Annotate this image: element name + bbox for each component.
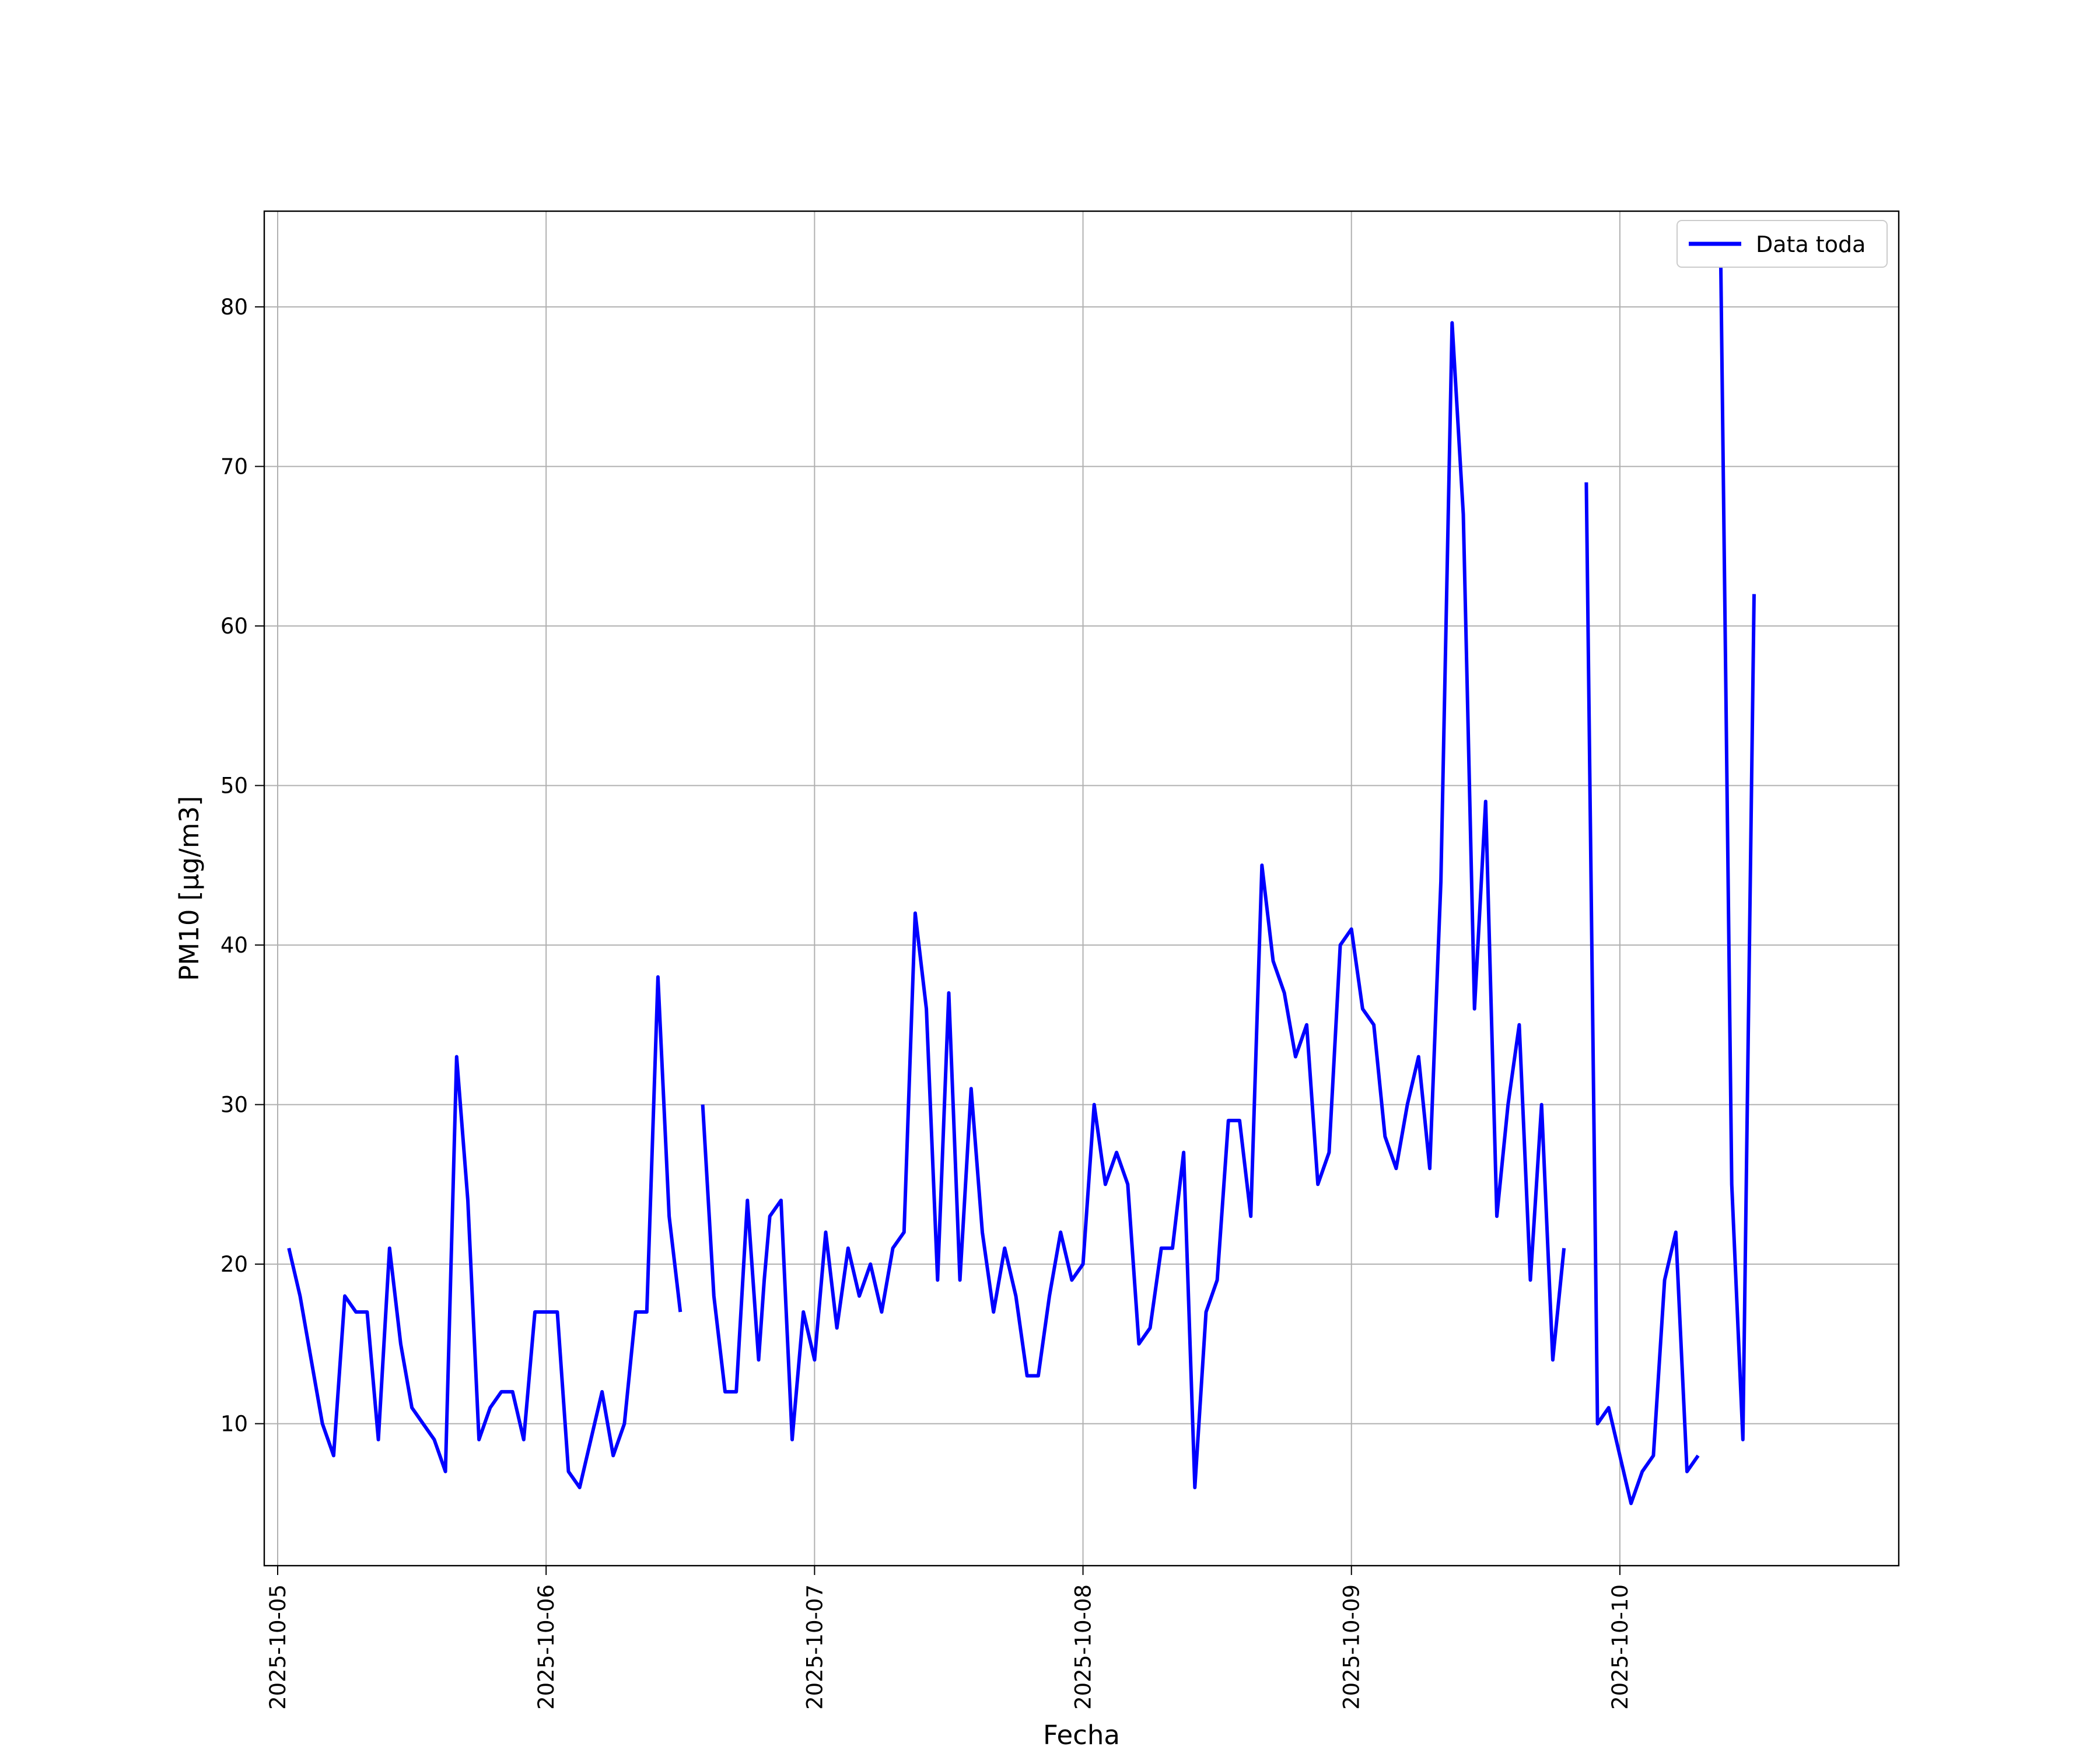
x-axis-ticks: 2025-10-05 2025-10-06 2025-10-07 2025-10-08…	[265, 1566, 1633, 1710]
series-line-segment	[1584, 482, 1700, 1506]
series-lines	[287, 243, 1756, 1506]
y-tick-label: 40	[220, 933, 248, 958]
x-tick-label: 2025-10-10	[1608, 1584, 1633, 1710]
series-line-segment	[701, 321, 1566, 1489]
y-axis-ticks: 10 20 30 40 50 60 70 80	[220, 295, 264, 1437]
y-tick-label: 10	[220, 1412, 248, 1437]
series-line-segment	[1718, 243, 1756, 1441]
y-tick-label: 20	[220, 1252, 248, 1277]
x-tick-label: 2025-10-05	[265, 1584, 290, 1710]
legend-label: Data toda	[1756, 232, 1866, 257]
series-line-segment	[287, 975, 682, 1489]
legend: Data toda	[1676, 220, 1888, 268]
y-tick-label: 30	[220, 1093, 248, 1118]
grid-lines	[264, 211, 1899, 1566]
x-axis-title: Fecha	[1043, 1720, 1120, 1750]
x-tick-label: 2025-10-06	[534, 1584, 559, 1710]
y-axis-title: PM10 [μg/m3]	[174, 796, 205, 981]
y-tick-label: 70	[220, 454, 248, 480]
x-tick-label: 2025-10-07	[802, 1584, 827, 1710]
plot-area-frame	[263, 210, 1900, 1567]
y-tick-label: 80	[220, 295, 248, 320]
y-tick-label: 60	[220, 614, 248, 639]
x-tick-label: 2025-10-08	[1071, 1584, 1096, 1710]
x-tick-label: 2025-10-09	[1339, 1584, 1364, 1710]
y-tick-label: 50	[220, 774, 248, 799]
legend-box	[1676, 220, 1888, 268]
